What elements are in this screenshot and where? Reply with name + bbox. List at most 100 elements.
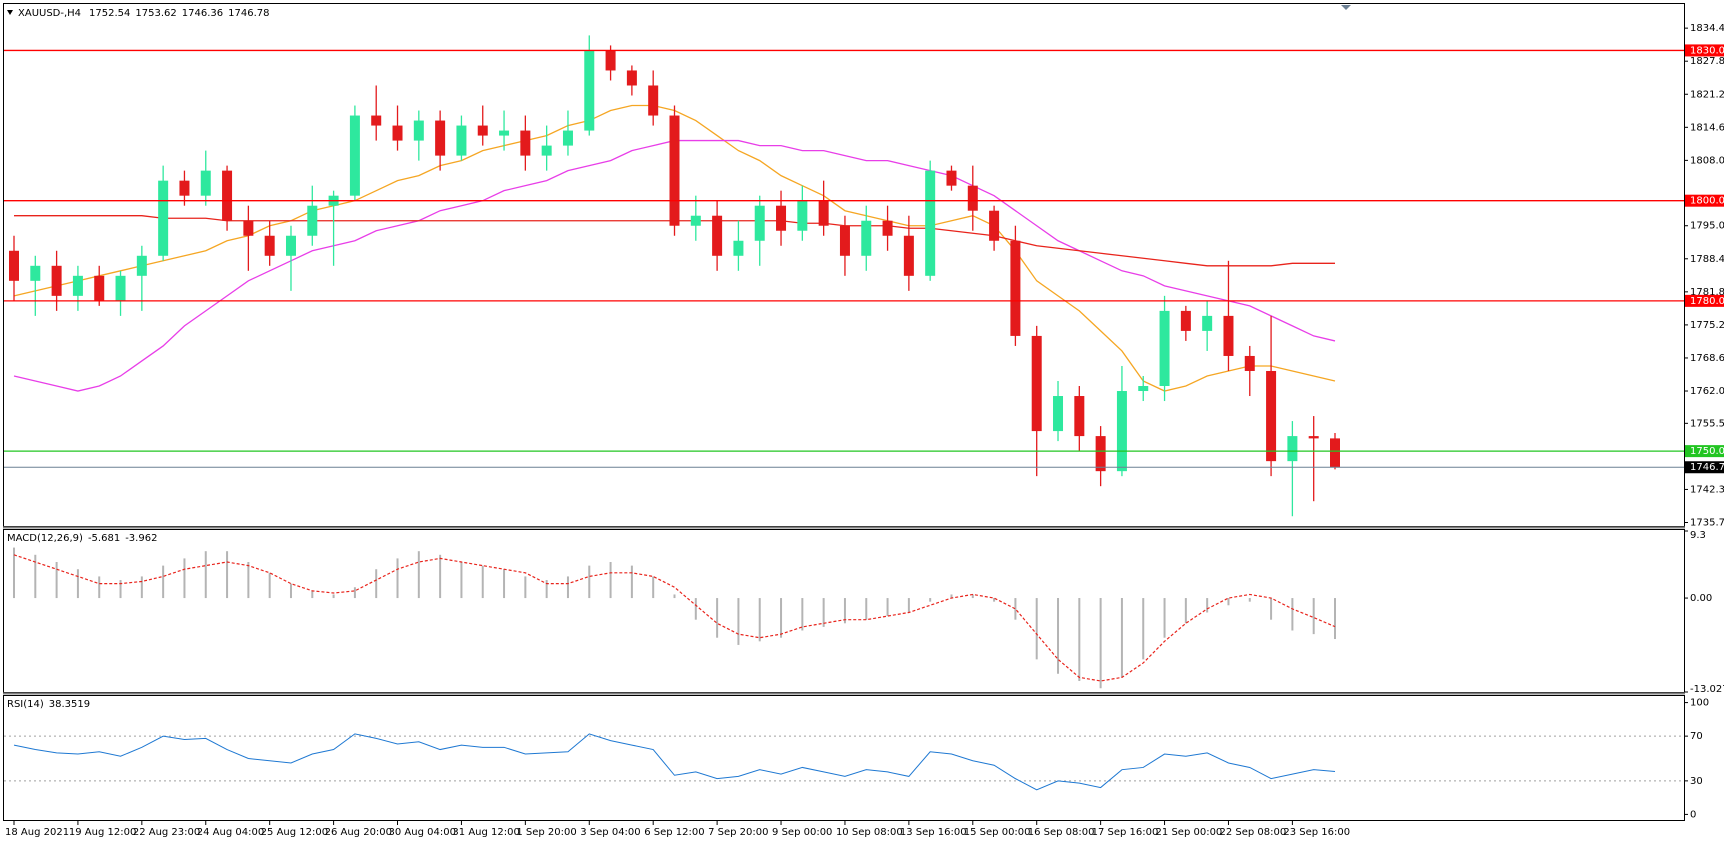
level-label: 1750.00: [1690, 446, 1724, 457]
y-tick-label: 30: [1690, 776, 1703, 787]
candle-body: [776, 205, 787, 231]
x-tick-label: 16 Sep 08:00: [1028, 827, 1095, 838]
candle-body: [584, 50, 595, 131]
x-tick-label: 21 Sep 00:00: [1156, 827, 1223, 838]
x-tick-label: 22 Aug 23:00: [133, 827, 200, 838]
y-tick-label: -13.027: [1690, 684, 1724, 695]
y-tick-label: 1768.60: [1690, 353, 1724, 364]
candle-body: [1138, 386, 1149, 392]
candle-body: [222, 170, 233, 221]
rsi-line: [13, 733, 1336, 791]
x-tick-label: 9 Sep 00:00: [772, 827, 832, 838]
candle-body: [882, 220, 893, 236]
ohlc-high: 1753.62: [135, 8, 176, 19]
x-tick-label: 17 Sep 16:00: [1092, 827, 1159, 838]
x-tick-label: 10 Sep 08:00: [836, 827, 903, 838]
candle-body: [818, 200, 829, 226]
x-tick-label: 25 Aug 12:00: [261, 827, 328, 838]
macd-value: -5.681: [88, 533, 120, 544]
candle-body: [435, 120, 446, 156]
candle-body: [733, 240, 744, 256]
candle-body: [1330, 438, 1340, 468]
symbol: XAUUSD-,H4: [18, 8, 81, 19]
candle-body: [946, 170, 957, 186]
macd-title: MACD(12,26,9) -5.681 -3.962: [7, 533, 157, 544]
candle-body: [9, 250, 19, 281]
x-tick-label: 15 Sep 00:00: [964, 827, 1031, 838]
candle-body: [1095, 436, 1106, 472]
x-tick-label: 13 Sep 16:00: [900, 827, 967, 838]
y-tick-label: 70: [1690, 731, 1703, 742]
candle-body: [626, 70, 637, 86]
y-tick-label: 9.3: [1690, 530, 1706, 541]
candle-body: [967, 185, 978, 211]
ohlc-open: 1752.54: [89, 8, 130, 19]
candle-body: [989, 210, 1000, 241]
price-label: 1746.78: [1690, 462, 1724, 473]
price-title: XAUUSD-,H4 1752.54 1753.62 1746.36 1746.78: [18, 8, 269, 19]
candle-body: [925, 170, 936, 276]
candle-body: [1244, 355, 1255, 371]
level-label-box: [1685, 294, 1724, 307]
candle-body: [1266, 370, 1277, 462]
level-label-box: [1685, 44, 1724, 57]
y-tick-label: 1808.05: [1690, 155, 1724, 166]
y-tick-label: 1781.80: [1690, 287, 1724, 298]
x-tick-label: 22 Sep 08:00: [1219, 827, 1286, 838]
macd-signal-value: -3.962: [125, 533, 157, 544]
candle-body: [136, 255, 147, 276]
candle-body: [349, 115, 360, 196]
x-tick-label: 18 Aug 2021: [5, 827, 69, 838]
y-tick-label: 1821.25: [1690, 89, 1724, 100]
candle-body: [1180, 310, 1191, 331]
candle-body: [648, 85, 659, 116]
rsi-value: 38.3519: [49, 699, 90, 710]
candle-body: [499, 130, 510, 136]
candle-body: [1053, 396, 1064, 432]
candle-body: [861, 220, 872, 256]
candle-body: [1223, 315, 1234, 356]
level-label: 1830.00: [1690, 45, 1724, 56]
candle-body: [690, 215, 701, 226]
candle-body: [285, 235, 296, 256]
price-label-box: [1685, 461, 1724, 474]
candle-body: [1202, 315, 1213, 331]
rsi-panel-frame: [3, 695, 1685, 821]
macd-name: MACD(12,26,9): [7, 533, 83, 544]
candle-body: [1308, 436, 1319, 439]
level-label: 1780.00: [1690, 296, 1724, 307]
x-tick-label: 23 Sep 16:00: [1283, 827, 1350, 838]
candle-body: [903, 235, 914, 276]
candle-body: [839, 225, 850, 256]
x-tick-label: 19 Aug 12:00: [69, 827, 136, 838]
y-tick-label: 1788.40: [1690, 254, 1724, 265]
y-tick-label: 0: [1690, 809, 1696, 820]
candle-body: [392, 125, 403, 141]
candle-body: [200, 170, 211, 196]
candle-body: [1287, 436, 1298, 462]
x-tick-label: 3 Sep 04:00: [580, 827, 640, 838]
y-tick-label: 1755.55: [1690, 418, 1724, 429]
candle-body: [158, 180, 169, 256]
x-tick-label: 26 Aug 20:00: [325, 827, 392, 838]
level-label-box: [1685, 194, 1724, 207]
shift-marker[interactable]: [1341, 5, 1351, 10]
candle-body: [243, 220, 254, 236]
y-tick-label: 100: [1690, 698, 1709, 709]
candle-body: [94, 275, 105, 301]
candle-body: [115, 275, 126, 301]
y-tick-label: 1795.00: [1690, 221, 1724, 232]
rsi-name: RSI(14): [7, 699, 44, 710]
candle-body: [72, 275, 83, 296]
candle-body: [307, 205, 318, 236]
ohlc-low: 1746.36: [182, 8, 223, 19]
macd-signal: [13, 554, 1336, 682]
candle-body: [541, 145, 552, 156]
menu-arrow[interactable]: [7, 10, 13, 15]
candle-body: [1074, 396, 1085, 437]
x-tick-label: 24 Aug 04:00: [197, 827, 264, 838]
candle-body: [797, 200, 808, 231]
